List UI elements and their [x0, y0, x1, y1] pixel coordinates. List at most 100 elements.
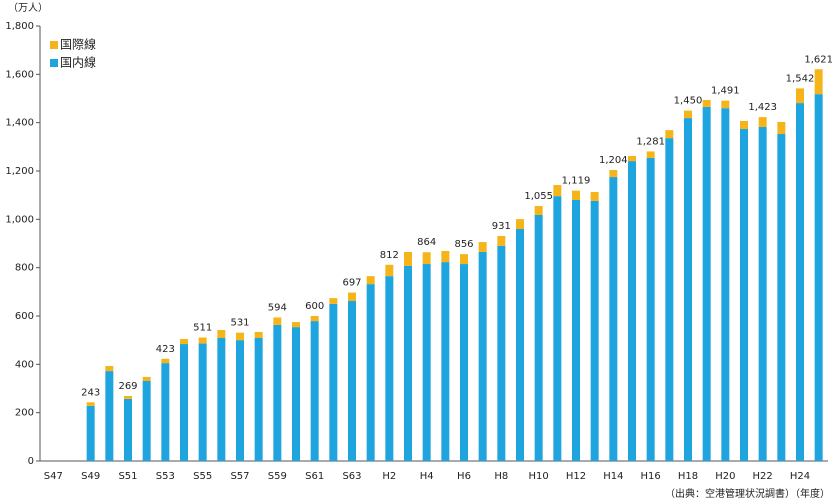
bar-segment — [702, 106, 711, 461]
bar-segment — [590, 192, 599, 201]
bar-segment — [572, 190, 580, 200]
bar-segment — [721, 108, 730, 462]
bar-segment — [609, 170, 618, 178]
bar-segment — [497, 245, 506, 461]
bar-segment — [142, 376, 151, 382]
y-tick-label: 1,400 — [5, 118, 34, 129]
bar-segment — [124, 395, 132, 399]
total-label: 1,423 — [748, 102, 777, 113]
total-label: 511 — [193, 323, 212, 334]
legend-label: 国内線 — [60, 55, 96, 70]
y-tick-label: 400 — [15, 359, 34, 370]
bar-segment — [684, 110, 692, 119]
x-tick-label: H22 — [753, 471, 773, 482]
x-tick-label: H6 — [457, 471, 471, 482]
bar-segment — [86, 405, 95, 461]
bar-segment — [534, 206, 543, 215]
bar-segment — [665, 138, 674, 461]
bar-segment — [236, 332, 244, 341]
x-tick-label: H12 — [566, 471, 586, 482]
x-tick-label: H8 — [494, 471, 508, 482]
bar-segment — [273, 324, 282, 461]
bar-segment — [310, 316, 319, 322]
bar-segment — [758, 117, 767, 128]
total-label: 423 — [156, 344, 175, 355]
bar-segment — [124, 398, 132, 461]
bar-segment — [516, 219, 524, 229]
total-label: 697 — [342, 278, 361, 289]
bar-segment — [553, 185, 562, 197]
total-label: 531 — [230, 318, 249, 329]
y-tick-label: 1,600 — [5, 69, 34, 80]
source-note: （出典：空港管理状況調書）（年度） — [665, 487, 830, 500]
y-unit: （万人） — [8, 2, 48, 14]
x-tick-label: H18 — [678, 471, 698, 482]
bar-segment — [441, 262, 450, 461]
x-tick-label: H4 — [420, 471, 434, 482]
bar-segment — [348, 301, 356, 461]
total-label: 1,055 — [524, 191, 553, 202]
total-label: 1,204 — [599, 155, 628, 166]
bar-segment — [628, 161, 636, 461]
total-label: 864 — [417, 237, 436, 248]
y-tick-label: 0 — [28, 456, 34, 467]
x-tick-label: H24 — [790, 471, 810, 482]
bar-segment — [292, 322, 300, 328]
legend-label: 国際線 — [60, 37, 96, 52]
x-tick-label: S59 — [268, 471, 287, 482]
bar-segment — [198, 343, 207, 461]
bar-segment — [404, 251, 412, 266]
bar-segment — [142, 381, 151, 461]
bar-segment — [590, 200, 599, 461]
bar-segment — [310, 321, 319, 461]
x-tick-label: S47 — [44, 471, 63, 482]
bar-segment — [366, 276, 375, 285]
bar-segment — [478, 251, 487, 461]
bar-segment — [460, 254, 468, 265]
x-tick-label: S55 — [193, 471, 212, 482]
total-label: 1,450 — [674, 96, 703, 107]
total-label: 1,621 — [804, 54, 833, 65]
total-label: 1,119 — [562, 176, 591, 187]
bar-segment — [273, 317, 282, 325]
bar-segment — [180, 344, 188, 461]
total-label: 1,491 — [711, 86, 740, 97]
bar-segment — [740, 120, 748, 129]
bar-segment — [516, 229, 524, 461]
bar-segment — [684, 118, 692, 461]
bar-segment — [366, 284, 375, 461]
bar-segment — [777, 121, 786, 135]
bar-segment — [385, 264, 394, 277]
bar-segment — [777, 134, 786, 461]
bar-segment — [740, 128, 748, 461]
y-tick-label: 800 — [15, 263, 34, 274]
total-label: 812 — [380, 250, 399, 261]
x-tick-label: S57 — [230, 471, 249, 482]
bar-segment — [721, 100, 730, 109]
bar-segment — [422, 252, 431, 265]
total-label: 1,281 — [636, 136, 665, 147]
bar-segment — [758, 127, 767, 462]
bar-segment — [646, 157, 655, 461]
bar-segment — [628, 156, 636, 162]
bar-segment — [105, 371, 114, 461]
bar-segment — [572, 200, 580, 461]
bar-segment — [292, 327, 300, 461]
x-tick-label: H16 — [641, 471, 661, 482]
total-label: 1,542 — [786, 73, 815, 84]
bar-segment — [217, 337, 226, 461]
total-label: 269 — [118, 381, 137, 392]
total-label: 594 — [268, 302, 287, 313]
bar-segment — [329, 298, 338, 304]
x-tick-label: S61 — [305, 471, 324, 482]
y-tick-label: 1,000 — [5, 214, 34, 225]
bar-segment — [254, 337, 263, 461]
x-tick-label: S51 — [118, 471, 137, 482]
legend-swatch — [50, 59, 58, 67]
bar-segment — [422, 264, 431, 461]
x-tick-label: H2 — [382, 471, 396, 482]
bar-segment — [385, 276, 394, 461]
y-tick-label: 200 — [15, 408, 34, 419]
bar-segment — [702, 99, 711, 107]
